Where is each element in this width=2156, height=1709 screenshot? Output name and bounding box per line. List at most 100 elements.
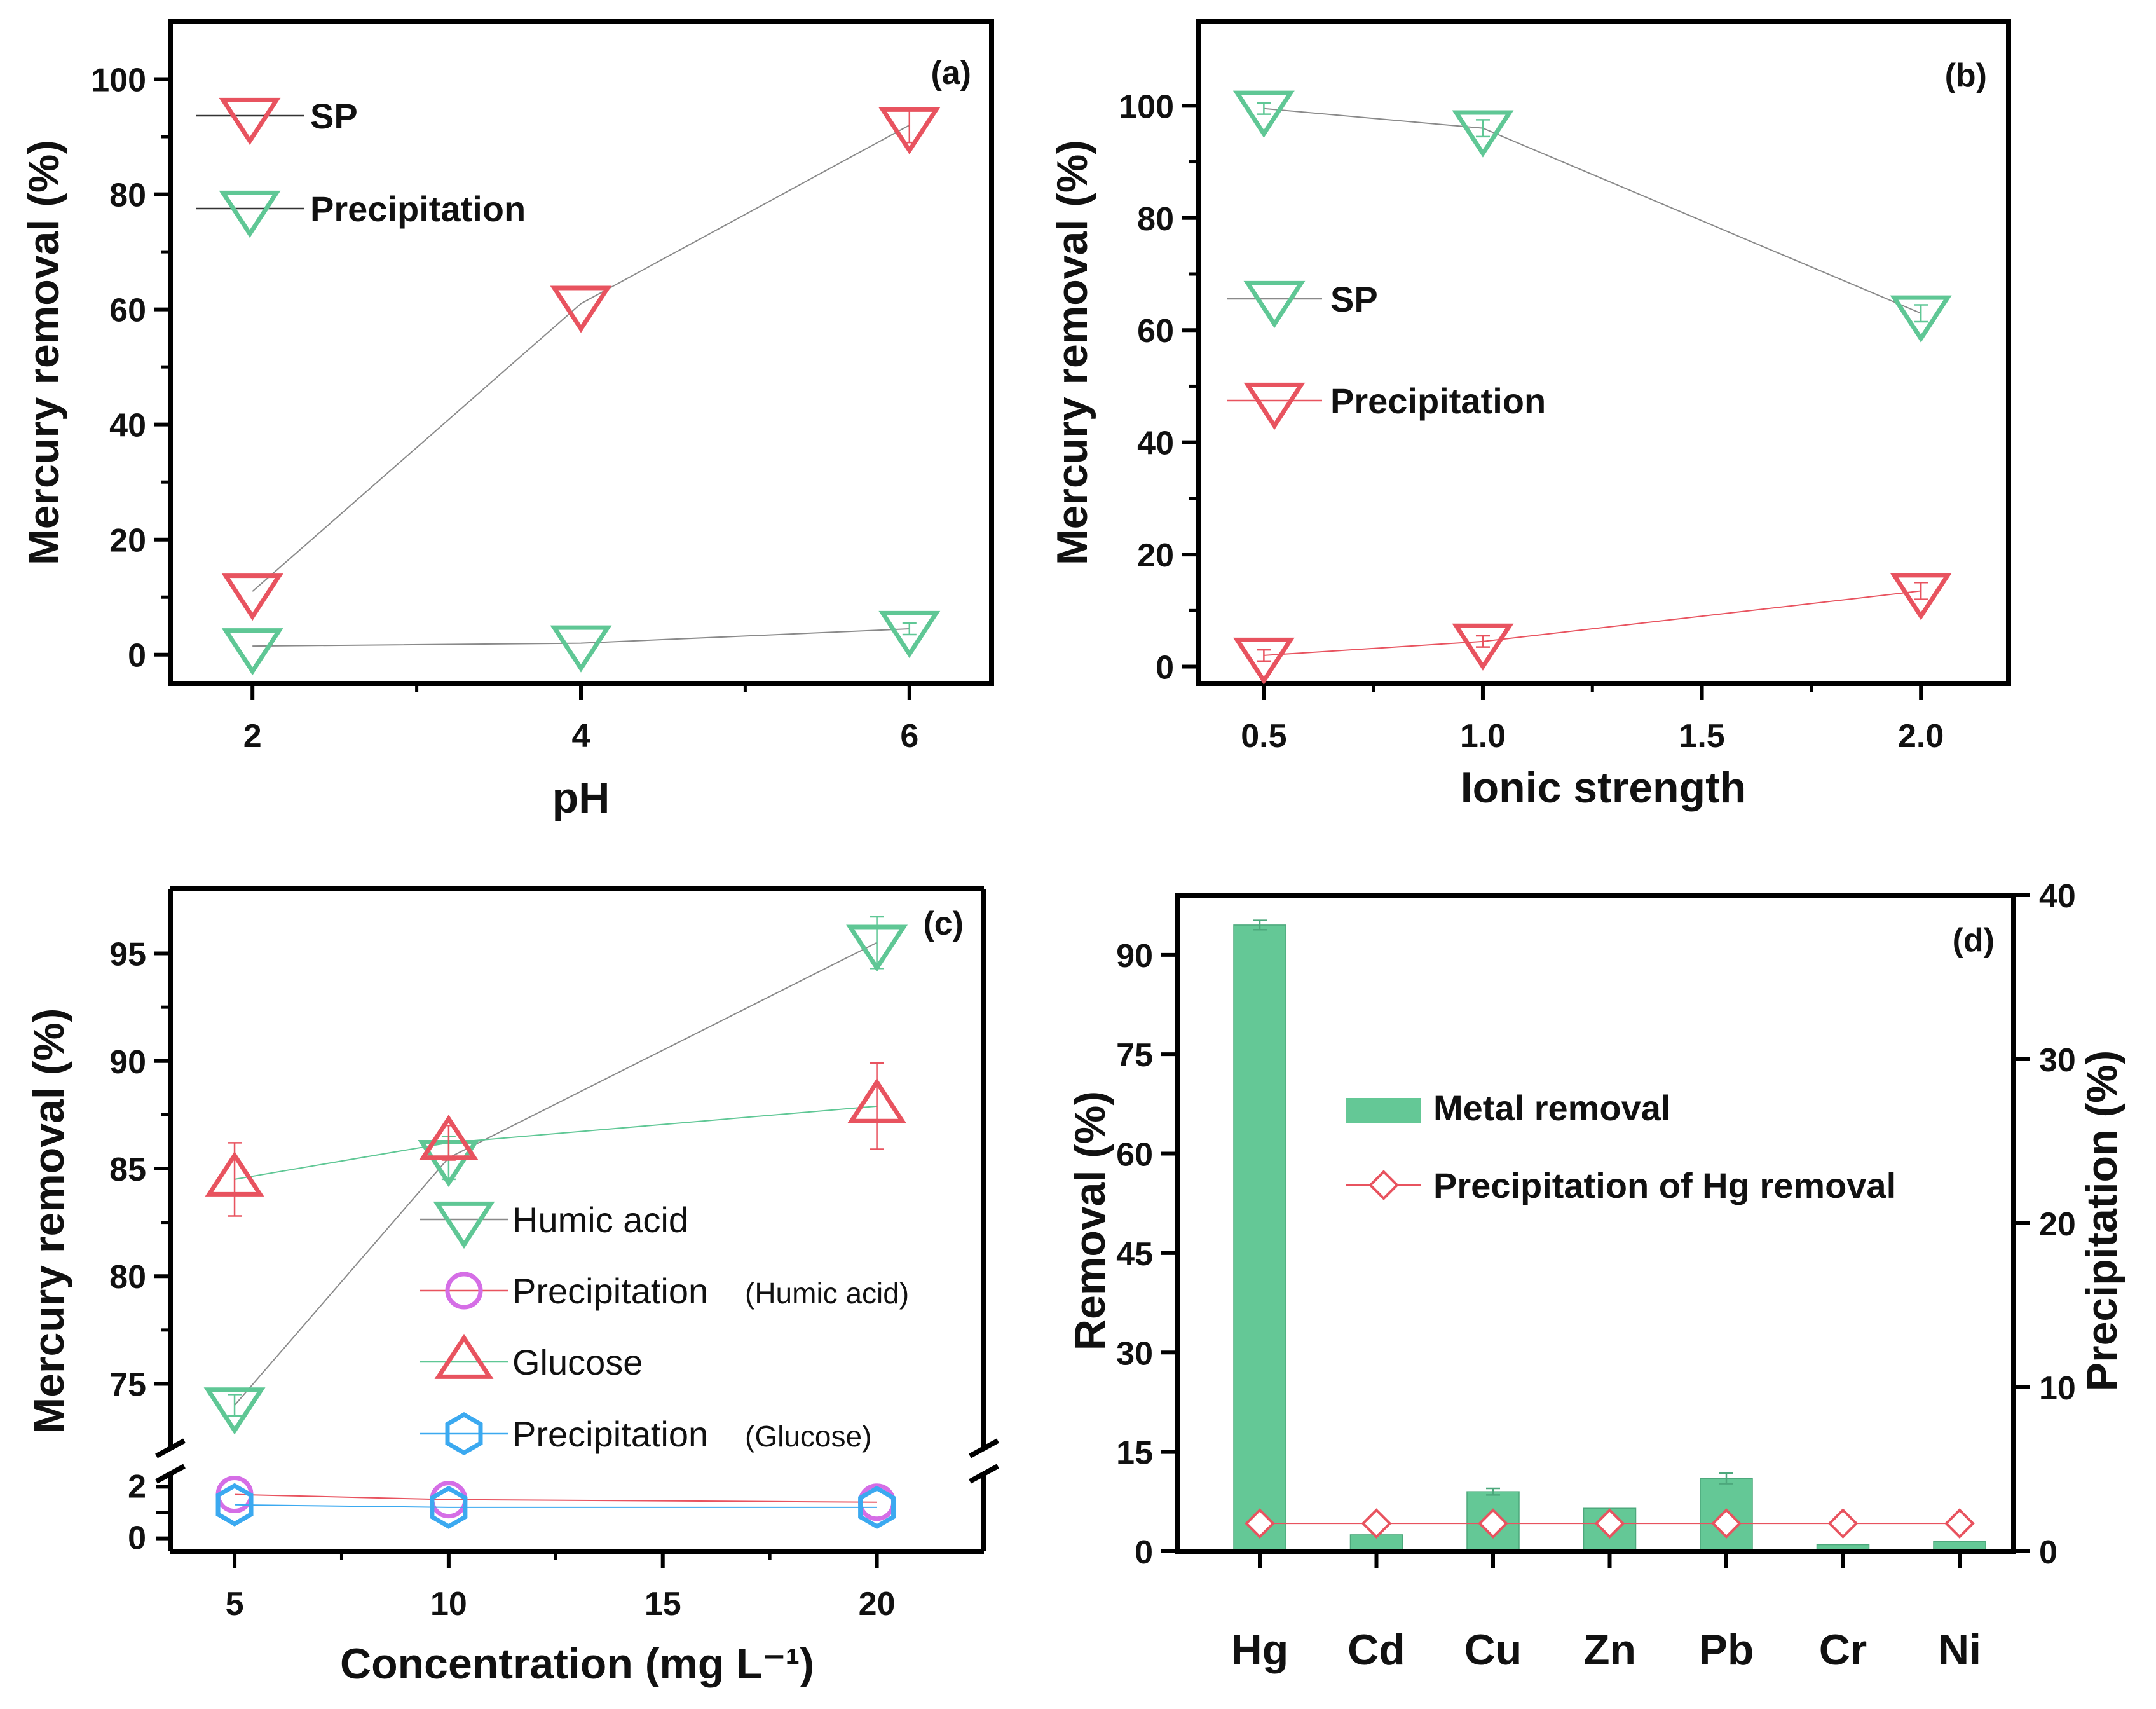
y-tick-label: 90 [1116, 938, 1153, 975]
legend-label-suffix: (Humic acid) [745, 1277, 909, 1310]
data-point [1452, 110, 1514, 158]
x-tick-label: 15 [645, 1586, 681, 1623]
series-line [252, 125, 910, 592]
series-line [235, 1493, 877, 1503]
legend-label: Glucose [512, 1342, 643, 1382]
x-tick-label: 10 [430, 1586, 467, 1623]
x-tick-label: 1.5 [1679, 718, 1724, 755]
y-tick-label: 45 [1116, 1236, 1153, 1273]
data-point [205, 1151, 264, 1197]
legend-marker [434, 1333, 494, 1379]
panel-label: (d) [1953, 922, 1995, 959]
x-tick-label: Ni [1938, 1626, 1981, 1674]
data-point [550, 285, 612, 333]
axis-break-mark [969, 1464, 999, 1484]
x-tick-label: 6 [900, 718, 918, 755]
x-tick-label: 5 [226, 1586, 244, 1623]
x-tick-label: 4 [572, 718, 590, 755]
x-tick-label: 0.5 [1241, 718, 1286, 755]
data-point [419, 1115, 479, 1160]
data-point [1478, 1508, 1508, 1539]
data-point [1594, 1508, 1625, 1539]
y2-tick-label: 40 [2039, 878, 2076, 915]
x-axis-label: Ionic strength [1461, 764, 1747, 812]
y-tick-label: 20 [1137, 537, 1174, 574]
y-tick-label: 0 [128, 638, 146, 675]
data-point [1361, 1508, 1392, 1539]
y-tick-label: 90 [109, 1044, 146, 1081]
data-point [550, 625, 612, 673]
data-point [878, 610, 941, 659]
data-point [858, 1485, 896, 1529]
y-tick-label: 2 [128, 1468, 146, 1505]
legend-label: Precipitation [310, 189, 526, 229]
y-tick-label: 75 [1116, 1037, 1153, 1074]
legend-marker [219, 190, 281, 238]
legend-marker [219, 97, 281, 146]
axis-break-mark [969, 1438, 999, 1458]
y-axis-label: Mercury removal (%) [20, 140, 68, 565]
legend-marker [1243, 382, 1306, 430]
x-tick-label: 20 [859, 1586, 896, 1623]
y2-tick-label: 20 [2039, 1206, 2076, 1243]
data-point [847, 1078, 907, 1123]
data-point [1890, 573, 1952, 621]
data-point [215, 1483, 254, 1527]
series-line [235, 1504, 877, 1508]
y2-tick-label: 10 [2039, 1370, 2076, 1407]
y-tick-label: 40 [1137, 425, 1174, 462]
legend-label: SP [1330, 279, 1378, 319]
y-axis-label: Mercury removal (%) [25, 1008, 73, 1434]
y-tick-label: 60 [1137, 313, 1174, 350]
series-line [252, 628, 910, 647]
legend-label: Metal removal [1433, 1088, 1671, 1128]
data-point [1232, 90, 1295, 138]
legend-marker [1243, 280, 1306, 329]
x-tick-label: Cu [1464, 1626, 1522, 1674]
y-tick-label: 0 [1135, 1534, 1153, 1571]
y-axis-label: Mercury removal (%) [1048, 140, 1096, 565]
y-tick-label: 60 [1116, 1137, 1153, 1174]
y-tick-label: 85 [109, 1151, 146, 1188]
y-tick-label: 100 [1119, 88, 1174, 125]
legend-marker [433, 1201, 495, 1249]
y-tick-label: 60 [109, 292, 146, 329]
legend-swatch [1346, 1098, 1421, 1123]
x-axis-label: pH [552, 774, 610, 822]
x-tick-label: 2 [243, 718, 262, 755]
legend-label: Precipitation of Hg removal [1433, 1165, 1896, 1205]
panel-label: (a) [931, 55, 971, 92]
x-tick-label: Pb [1699, 1626, 1754, 1674]
y2-axis-label: Precipitation (%) [2078, 1050, 2126, 1392]
x-tick-label: 1.0 [1460, 718, 1506, 755]
data-point [221, 573, 283, 621]
x-tick-label: Hg [1231, 1626, 1289, 1674]
panel-d: Hg Cd Cu Zn Pb Cr Ni 0 15 30 45 60 75 90 0 10 20 30 40 Remo… [1066, 878, 2126, 1674]
panel-label: (c) [923, 905, 964, 942]
data-point [1452, 623, 1514, 671]
legend-marker [1368, 1170, 1399, 1200]
y2-tick-label: 30 [2039, 1042, 2076, 1079]
y-tick-label: 0 [128, 1520, 146, 1557]
y-tick-label: 15 [1116, 1435, 1153, 1472]
y-tick-label: 20 [109, 523, 146, 559]
legend-label: Precipitation [512, 1271, 708, 1311]
y-tick-label: 0 [1156, 650, 1174, 687]
data-point [1944, 1508, 1975, 1539]
x-axis-label: Concentration (mg L⁻¹) [340, 1640, 814, 1688]
x-tick-label: Zn [1583, 1626, 1636, 1674]
data-point [1232, 637, 1295, 685]
data-point [1245, 1508, 1275, 1539]
x-tick-label: Cr [1819, 1626, 1867, 1674]
y-tick-label: 75 [109, 1366, 146, 1403]
data-point [1827, 1508, 1859, 1539]
y-tick-label: 95 [109, 937, 146, 973]
y-axis-label: Removal (%) [1066, 1091, 1114, 1350]
y-tick-label: 80 [1137, 201, 1174, 238]
legend-marker [445, 1411, 483, 1456]
y-tick-label: 30 [1116, 1335, 1153, 1372]
axis-break-mark [155, 1464, 186, 1484]
